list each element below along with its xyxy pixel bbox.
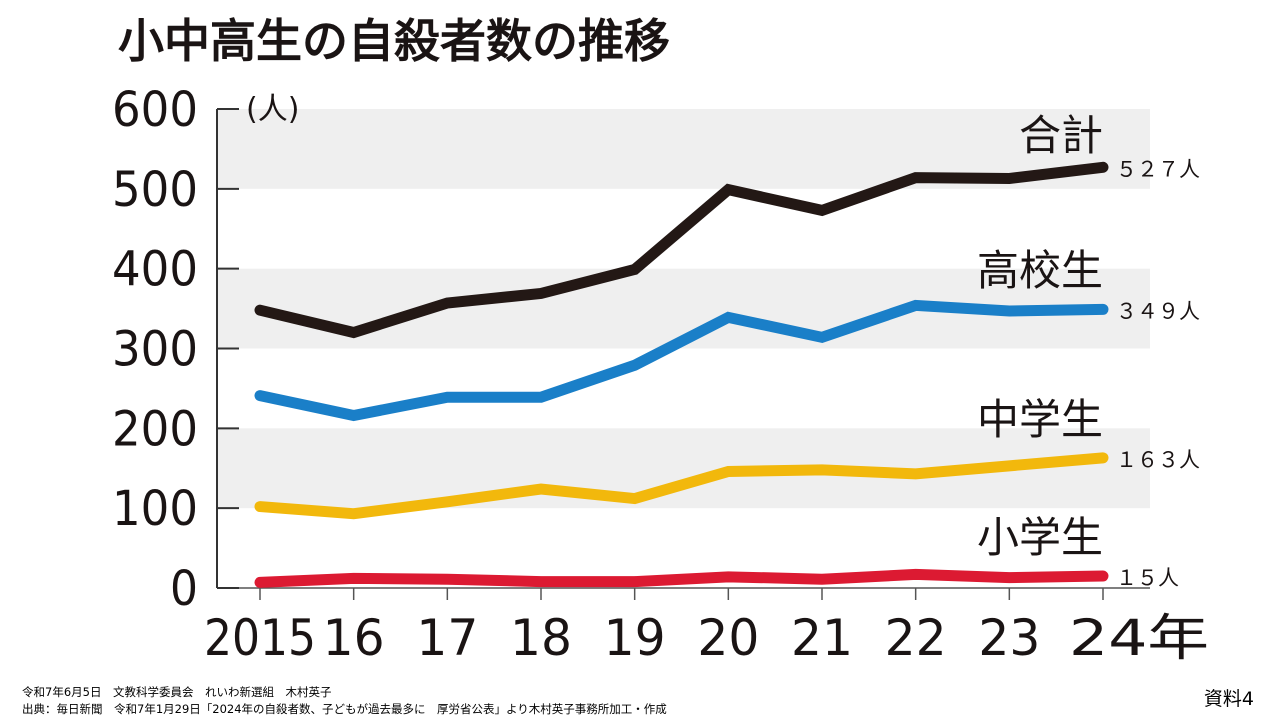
x-tick-label: 19 [604,609,666,667]
x-tick-label: 21 [791,609,853,667]
y-axis-unit-label: (人) [246,92,299,127]
y-tick-label: 500 [112,162,198,218]
y-tick-label: 600 [112,82,198,138]
y-tick-label: 400 [112,242,198,298]
footer-line-1: 令和7年6月5日 文教科学委員会 れいわ新選組 木村英子 [22,685,332,699]
y-tick-label: 300 [112,322,198,378]
y-tick-labels: 0 100 200 300 400 500 600 [112,82,198,617]
x-tick-label: 22 [885,609,947,667]
x-tick-label: 20 [697,609,759,667]
series-line-高校生 [254,299,1109,422]
axes [216,108,1150,600]
x-tick-label: 2015 [204,609,316,667]
series-line-合計 [254,161,1109,339]
x-tick-label: 24年 [1069,609,1209,667]
chart-title: 小中高生の自殺者数の推移 [118,14,670,68]
document-label: 資料4 [1203,688,1254,710]
series-line-中学生 [254,452,1109,520]
series-name-label: 合計 [1019,111,1103,160]
series-line-小学生 [254,568,1109,588]
series-name-label: 中学生 [977,395,1103,444]
x-tick-label: 16 [323,609,385,667]
x-tick-label: 17 [416,609,478,667]
footer: 令和7年6月5日 文教科学委員会 れいわ新選組 木村英子 出典：毎日新聞 令和7… [22,684,667,718]
series-name-label: 高校生 [977,246,1103,295]
y-tick-label: 100 [112,481,198,537]
series-name-label: 小学生 [977,513,1103,562]
x-tick-label: 18 [510,609,572,667]
x-tick-label: 23 [978,609,1040,667]
y-tick-label: 0 [170,561,198,617]
line-chart: (人) 0 100 200 300 400 500 600 2015 16 17 18 19 20 21… [112,82,1209,667]
series-end-value-label: １６３人 [1116,448,1200,472]
x-tick-labels: 2015 16 17 18 19 20 21 22 23 24年 [204,609,1209,667]
y-tick-label: 200 [112,401,198,457]
series-lines [254,161,1109,588]
footer-line-2: 出典：毎日新聞 令和7年1月29日「2024年の自殺者数、子どもが過去最多に 厚… [22,702,667,716]
series-end-value-label: １５人 [1116,566,1179,590]
series-end-value-label: ５２７人 [1116,157,1200,181]
series-end-value-label: ３４９人 [1116,299,1200,323]
